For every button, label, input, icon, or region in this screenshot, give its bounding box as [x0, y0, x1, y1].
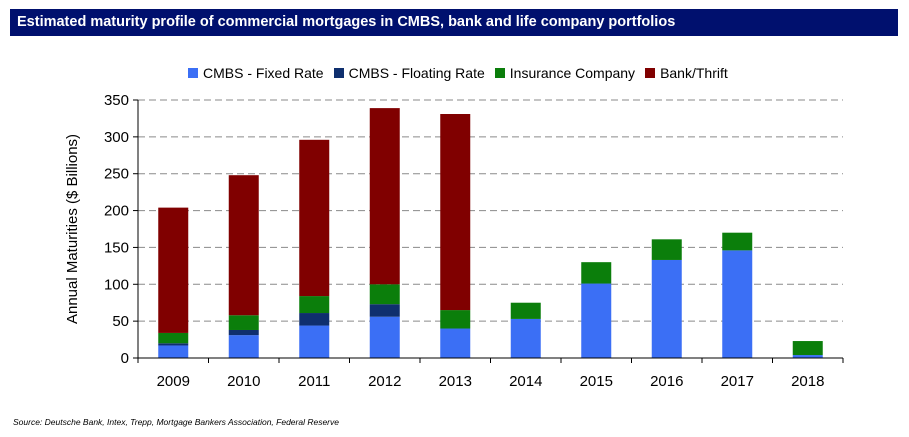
bar-cmbs-fixed-rate-2010 [228, 335, 259, 358]
x-tick-label: 2018 [791, 373, 824, 390]
legend-item: CMBS - Fixed Rate [188, 65, 324, 81]
legend-label: CMBS - Floating Rate [348, 65, 485, 81]
x-tick-label: 2012 [368, 373, 401, 390]
bar-cmbs-fixed-rate-2009 [158, 345, 189, 358]
bar-cmbs-fixed-rate-2014 [510, 318, 541, 358]
bar-cmbs-floating-rate-2010 [228, 329, 259, 336]
chart-title: Estimated maturity profile of commercial… [10, 9, 898, 36]
y-tick-label: 50 [112, 313, 129, 330]
bar-insurance-company-2012 [369, 284, 400, 305]
bar-cmbs-fixed-rate-2012 [369, 316, 400, 358]
x-tick-label: 2017 [721, 373, 754, 390]
legend-item: CMBS - Floating Rate [333, 65, 485, 81]
bar-cmbs-fixed-rate-2018 [792, 355, 823, 358]
legend-swatch [188, 68, 198, 78]
bar-bank-thrift-2013 [440, 114, 471, 311]
y-tick-label: 250 [104, 166, 129, 183]
bar-insurance-company-2011 [299, 296, 330, 314]
legend-item: Insurance Company [494, 65, 636, 81]
legend-label: Bank/Thrift [660, 65, 728, 81]
y-tick-label: 100 [104, 276, 129, 293]
legend-swatch [645, 68, 656, 78]
bar-insurance-company-2009 [158, 332, 189, 344]
legend-label: Insurance Company [509, 65, 636, 81]
x-tick-label: 2009 [157, 373, 190, 390]
x-tick-label: 2016 [650, 373, 683, 390]
y-tick-label: 0 [121, 350, 129, 367]
x-tick-label: 2014 [509, 373, 542, 390]
bar-bank-thrift-2009 [158, 207, 189, 333]
bar-cmbs-fixed-rate-2011 [299, 325, 330, 358]
x-tick-label: 2011 [298, 373, 330, 390]
bar-insurance-company-2013 [440, 310, 471, 329]
x-tick-label: 2010 [227, 373, 260, 390]
bar-insurance-company-2010 [228, 315, 259, 330]
legend-item: Bank/Thrift [645, 65, 728, 81]
x-tick-label: 2015 [580, 373, 613, 390]
y-tick-label: 350 [104, 92, 129, 109]
y-tick-label: 200 [104, 203, 129, 220]
y-tick-label: 150 [104, 239, 129, 256]
bar-bank-thrift-2011 [299, 139, 330, 297]
bar-cmbs-fixed-rate-2013 [440, 328, 471, 358]
legend-swatch [333, 68, 344, 78]
bar-bank-thrift-2010 [228, 175, 259, 316]
bar-cmbs-floating-rate-2012 [369, 304, 400, 317]
bar-bank-thrift-2012 [369, 108, 400, 285]
bar-insurance-company-2015 [581, 262, 612, 284]
bar-cmbs-fixed-rate-2016 [651, 259, 682, 358]
legend-label: CMBS - Fixed Rate [203, 65, 324, 81]
bar-insurance-company-2016 [651, 239, 682, 260]
x-tick-label: 2013 [439, 373, 472, 390]
y-axis-label: Annual Maturities ($ Billions) [64, 134, 81, 324]
bar-insurance-company-2018 [792, 341, 823, 356]
legend-swatch [494, 68, 505, 78]
bar-cmbs-fixed-rate-2017 [722, 250, 753, 358]
source-note: Source: Deutsche Bank, Intex, Trepp, Mor… [13, 417, 339, 427]
legend: CMBS - Fixed Rate CMBS - Floating Rate Ins… [188, 63, 738, 83]
bar-cmbs-floating-rate-2009 [158, 343, 189, 346]
bar-insurance-company-2017 [722, 232, 753, 251]
bar-cmbs-floating-rate-2011 [299, 313, 330, 326]
bar-cmbs-fixed-rate-2015 [581, 283, 612, 358]
y-tick-label: 300 [104, 129, 129, 146]
bar-insurance-company-2014 [510, 302, 541, 319]
